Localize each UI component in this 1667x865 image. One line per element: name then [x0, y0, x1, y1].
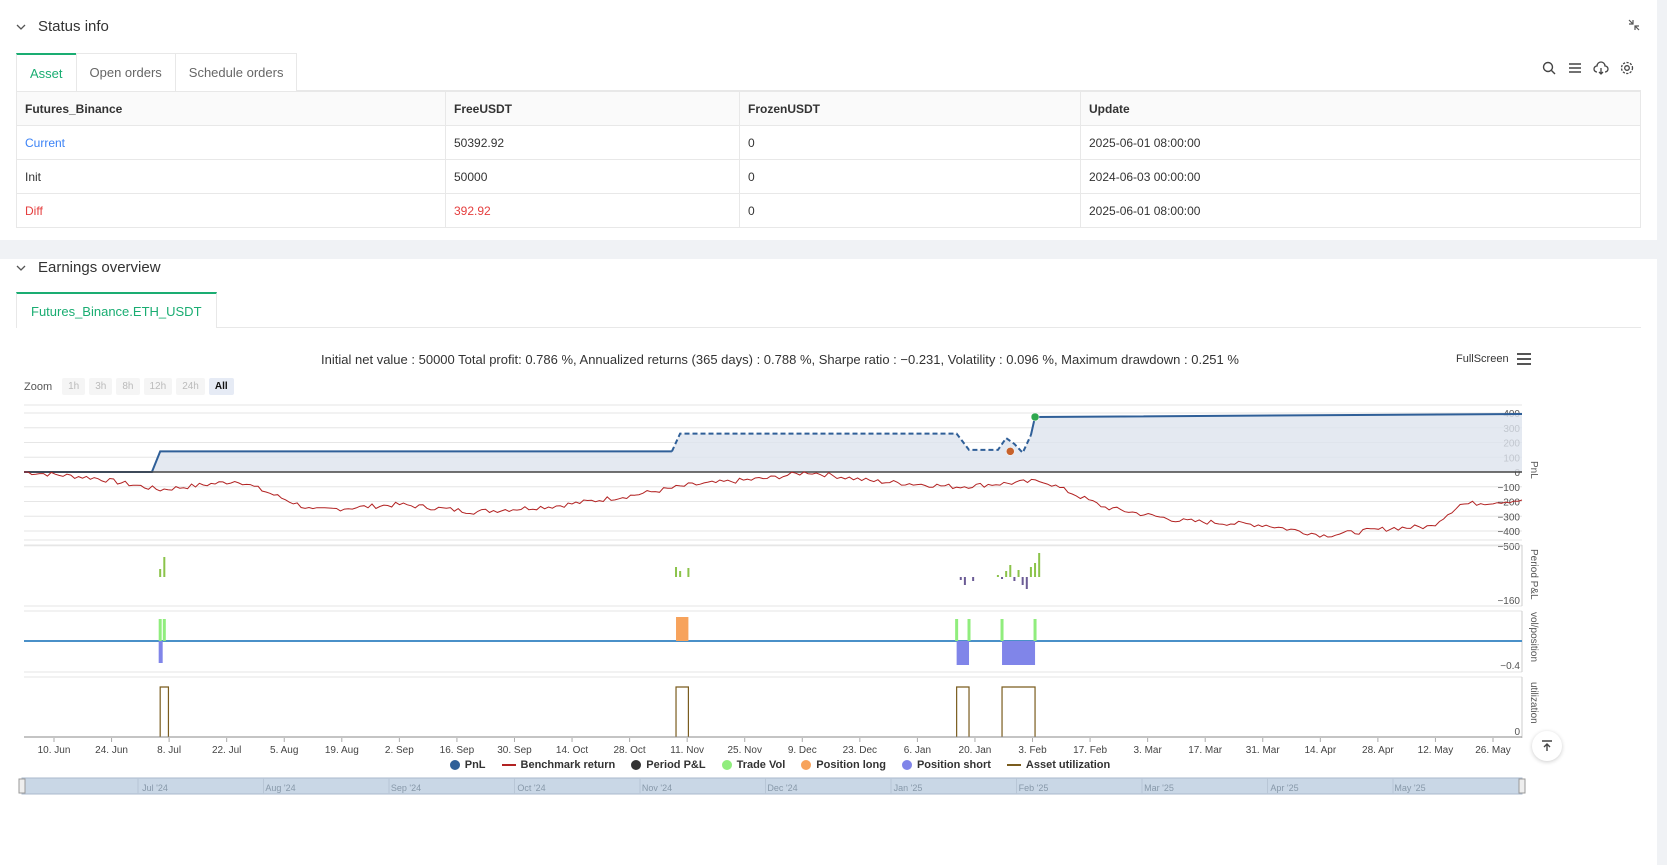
legend-item[interactable]: Position long: [801, 759, 886, 771]
cell-free: 50000: [445, 159, 740, 194]
zoom-label: Zoom: [24, 380, 53, 393]
row-label-diff: Diff: [16, 193, 446, 228]
cell-frozen: 0: [739, 159, 1081, 194]
zoom-controls: Zoom 1h 3h 8h 12h 24h All: [24, 378, 234, 395]
zoom-12h-button[interactable]: 12h: [143, 378, 173, 395]
legend-item[interactable]: Trade Vol: [721, 759, 786, 771]
chevron-down-icon[interactable]: [16, 263, 26, 273]
tab-asset[interactable]: Asset: [16, 53, 77, 91]
column-header[interactable]: FrozenUSDT: [739, 91, 1081, 126]
legend-label: Position short: [916, 759, 991, 771]
earnings-overview-title: Earnings overview: [38, 259, 161, 276]
status-info-panel: Status info Asset Open orders Schedule o…: [0, 0, 1657, 240]
column-header[interactable]: FreeUSDT: [445, 91, 740, 126]
earnings-summary: Initial net value : 50000 Total profit: …: [321, 352, 1239, 367]
row-label-init: Init: [16, 159, 446, 194]
status-info-title: Status info: [38, 18, 109, 35]
zoom-24h-button[interactable]: 24h: [176, 378, 205, 395]
legend-item[interactable]: Asset utilization: [1006, 759, 1111, 771]
tab-open-orders[interactable]: Open orders: [75, 53, 176, 91]
legend-label: PnL: [464, 759, 486, 771]
legend-label: Position long: [816, 759, 886, 771]
legend-label: Period P&L: [646, 759, 706, 771]
chart-menu-icon[interactable]: [1516, 352, 1532, 366]
status-tabs: Asset Open orders Schedule orders: [16, 53, 1641, 91]
back-to-top-button[interactable]: [1532, 731, 1562, 761]
fullscreen-button[interactable]: FullScreen: [1456, 353, 1509, 365]
legend-label: Trade Vol: [736, 759, 786, 771]
zoom-1h-button[interactable]: 1h: [62, 378, 86, 395]
chevron-down-icon[interactable]: [16, 22, 26, 32]
zoom-all-button[interactable]: All: [208, 378, 234, 395]
tab-futures-binance-eth-usdt[interactable]: Futures_Binance.ETH_USDT: [16, 292, 217, 328]
zoom-3h-button[interactable]: 3h: [89, 378, 113, 395]
legend-item[interactable]: Position short: [901, 759, 991, 771]
collapse-icon[interactable]: [1627, 18, 1641, 32]
cell-update: 2024-06-03 00:00:00: [1080, 159, 1641, 194]
cell-free: 392.92: [445, 193, 740, 228]
legend-marker: [801, 760, 812, 770]
row-label-current: Current: [16, 125, 446, 160]
cell-frozen: 0: [739, 193, 1081, 228]
legend-label: Asset utilization: [1025, 759, 1111, 771]
table-row: Current 50392.92 0 2025-06-01 08:00:00: [16, 125, 1641, 160]
column-header[interactable]: Update: [1080, 91, 1641, 126]
earnings-tabs: Futures_Binance.ETH_USDT: [16, 292, 1641, 328]
legend-marker: [449, 760, 460, 770]
status-info-header[interactable]: Status info: [16, 18, 109, 35]
legend-marker: [501, 764, 516, 766]
legend-marker: [901, 760, 912, 770]
zoom-8h-button[interactable]: 8h: [116, 378, 140, 395]
legend-marker: [721, 760, 732, 770]
legend-item[interactable]: Benchmark return: [501, 759, 616, 771]
cell-update: 2025-06-01 08:00:00: [1080, 193, 1641, 228]
cell-frozen: 0: [739, 125, 1081, 160]
legend-marker: [631, 760, 642, 770]
earnings-overview-header[interactable]: Earnings overview: [16, 259, 161, 276]
search-icon[interactable]: [1541, 60, 1557, 76]
earnings-overview-panel: Earnings overview: [0, 259, 1657, 865]
column-header[interactable]: Futures_Binance: [16, 91, 446, 126]
gear-icon[interactable]: [1619, 60, 1635, 76]
cell-free: 50392.92: [445, 125, 740, 160]
legend-label: Benchmark return: [520, 759, 616, 771]
tab-schedule-orders[interactable]: Schedule orders: [174, 53, 298, 91]
chart-legend: PnL Benchmark return Period P&L Trade Vo…: [0, 759, 1560, 771]
legend-item[interactable]: PnL: [449, 759, 486, 771]
cell-update: 2025-06-01 08:00:00: [1080, 125, 1641, 160]
arrow-up-icon: [1542, 740, 1552, 751]
table-row: Diff 392.92 0 2025-06-01 08:00:00: [16, 193, 1641, 228]
table-header-row: Futures_Binance FreeUSDT FrozenUSDT Upda…: [16, 91, 1641, 126]
cloud-download-icon[interactable]: [1593, 60, 1609, 76]
table-toolbar: [1541, 60, 1635, 76]
table-row: Init 50000 0 2024-06-03 00:00:00: [16, 159, 1641, 194]
list-icon[interactable]: [1567, 60, 1583, 76]
legend-item[interactable]: Period P&L: [631, 759, 706, 771]
asset-table: Futures_Binance FreeUSDT FrozenUSDT Upda…: [16, 91, 1641, 228]
legend-marker: [1006, 764, 1021, 766]
